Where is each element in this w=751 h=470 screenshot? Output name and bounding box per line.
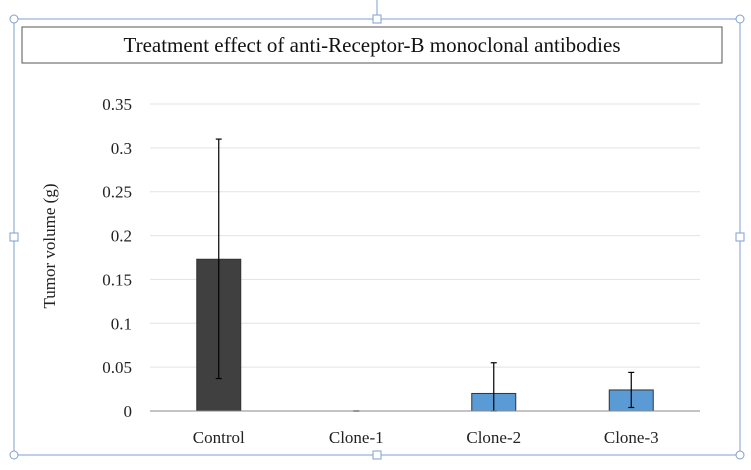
chart-title-box: [21, 26, 723, 64]
y-axis-ticks: 0 0.05 0.1 0.15 0.2 0.25 0.3 0.35: [102, 95, 132, 421]
x-category-label: Clone-1: [329, 428, 384, 447]
y-tick-label: 0: [124, 402, 133, 421]
y-tick-label: 0.05: [102, 358, 132, 377]
resize-handle-top-right[interactable]: [735, 14, 745, 24]
resize-handle-bottom[interactable]: [372, 450, 382, 460]
resize-handle-top-left[interactable]: [9, 14, 19, 24]
x-category-label: Clone-2: [466, 428, 521, 447]
resize-handle-top[interactable]: [372, 14, 382, 24]
y-tick-label: 0.25: [102, 183, 132, 202]
y-tick-label: 0.35: [102, 95, 132, 114]
x-category-label: Clone-3: [604, 428, 659, 447]
x-category-label: Control: [193, 428, 245, 447]
y-tick-label: 0.3: [111, 139, 132, 158]
chart-title: Treatment effect of anti-Receptor-B mono…: [123, 33, 620, 57]
y-tick-label: 0.1: [111, 314, 132, 333]
y-tick-label: 0.15: [102, 270, 132, 289]
selection-frame[interactable]: [9, 0, 745, 460]
y-axis-title: Tumor volume (g): [40, 184, 59, 309]
error-bar-clone-3: [628, 371, 635, 409]
error-bars: [215, 138, 635, 412]
gridlines: [150, 103, 700, 368]
resize-handle-bottom-right[interactable]: [735, 450, 745, 460]
resize-handle-left[interactable]: [9, 232, 19, 242]
y-tick-label: 0.2: [111, 227, 132, 246]
resize-handle-bottom-left[interactable]: [9, 450, 19, 460]
resize-handle-right[interactable]: [735, 232, 745, 242]
bars: [196, 258, 654, 412]
x-axis-categories: Control Clone-1 Clone-2 Clone-3: [193, 428, 659, 447]
error-bar-control: [215, 138, 222, 380]
